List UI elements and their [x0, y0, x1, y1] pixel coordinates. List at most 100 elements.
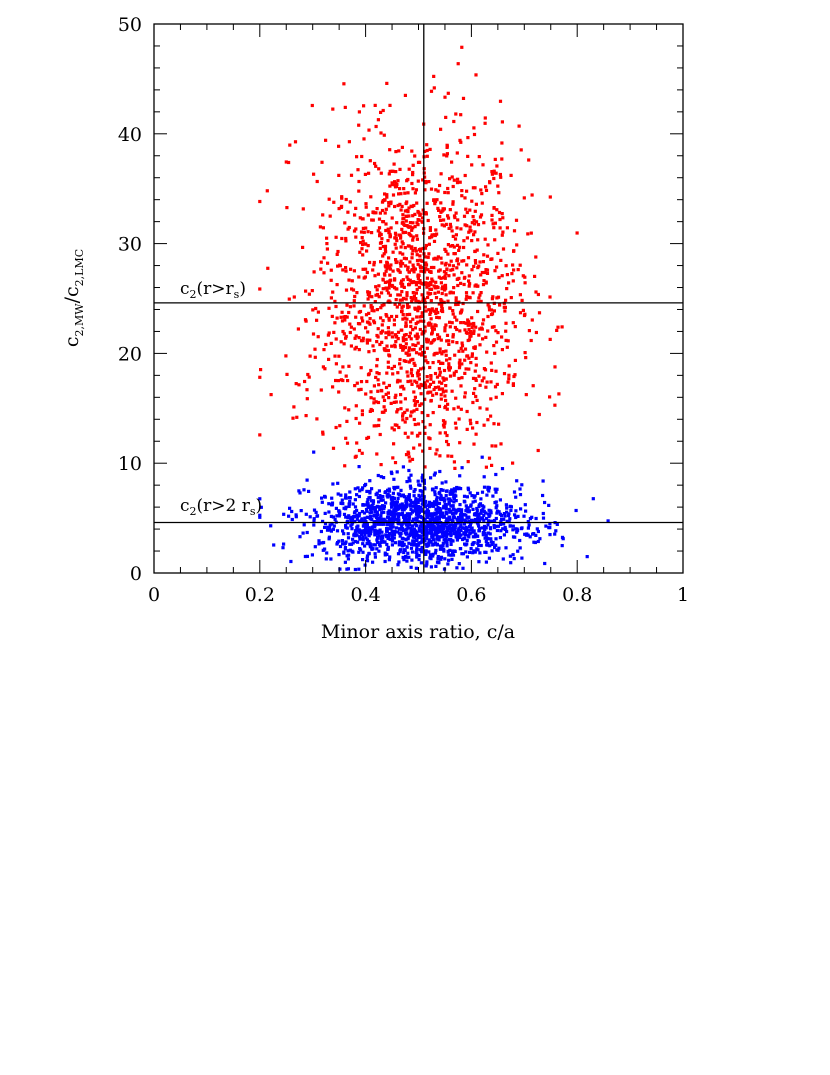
data-point — [357, 348, 361, 352]
data-point — [395, 470, 399, 474]
data-point — [455, 151, 459, 155]
data-point — [342, 551, 346, 555]
data-point — [348, 542, 352, 546]
data-point — [418, 431, 422, 435]
data-point — [395, 305, 399, 309]
data-point — [452, 252, 456, 256]
data-point — [500, 348, 504, 352]
data-point — [436, 255, 440, 259]
data-point — [412, 543, 416, 547]
data-point — [358, 421, 362, 425]
data-point — [454, 112, 458, 116]
data-point — [427, 550, 431, 554]
data-point — [495, 504, 499, 508]
data-point — [404, 257, 408, 261]
data-point — [465, 331, 469, 335]
data-point — [418, 514, 422, 518]
data-point — [377, 372, 381, 376]
data-point — [388, 232, 392, 237]
data-point — [437, 387, 441, 391]
data-point — [408, 459, 412, 463]
data-point — [548, 395, 552, 399]
data-point — [462, 321, 466, 325]
data-point — [367, 350, 371, 354]
data-point — [423, 381, 427, 385]
data-point — [486, 487, 490, 491]
data-point — [514, 515, 518, 520]
data-point — [457, 376, 461, 381]
data-point — [416, 515, 420, 519]
data-point — [423, 267, 427, 271]
data-point — [405, 520, 409, 524]
data-point — [304, 512, 308, 516]
data-point — [395, 410, 399, 414]
data-point — [258, 513, 262, 517]
data-point — [434, 548, 438, 552]
data-point — [327, 526, 332, 530]
data-point — [518, 487, 522, 491]
data-point — [413, 191, 417, 195]
data-point — [405, 291, 409, 295]
data-point — [348, 322, 352, 326]
data-point — [444, 398, 448, 403]
data-point — [382, 476, 386, 480]
data-point — [494, 524, 498, 528]
data-point — [363, 484, 367, 488]
data-point — [387, 520, 391, 524]
data-point — [465, 427, 469, 431]
data-point — [361, 239, 365, 243]
data-point — [327, 331, 331, 335]
data-point — [401, 540, 405, 544]
data-point — [352, 533, 356, 537]
data-point — [459, 113, 463, 117]
data-point — [483, 116, 487, 120]
data-point — [378, 342, 382, 347]
data-point — [462, 282, 466, 287]
data-point — [467, 535, 471, 539]
data-point — [407, 455, 411, 459]
data-point — [385, 193, 389, 197]
data-point — [462, 245, 466, 250]
data-point — [367, 321, 371, 325]
data-point — [411, 343, 415, 347]
data-point — [419, 367, 423, 371]
data-point — [491, 494, 495, 498]
data-point — [403, 191, 407, 195]
data-point — [408, 484, 412, 488]
data-point — [373, 161, 377, 166]
data-point — [399, 245, 403, 249]
data-point — [415, 533, 419, 537]
data-point — [359, 339, 364, 343]
data-point — [419, 498, 423, 502]
data-point — [360, 247, 364, 251]
data-point — [514, 218, 519, 222]
data-point — [435, 542, 439, 546]
data-point — [407, 353, 412, 357]
data-point — [362, 503, 366, 507]
data-point — [469, 527, 474, 531]
data-point — [400, 279, 404, 283]
data-point — [369, 515, 373, 519]
data-point — [391, 495, 395, 499]
data-point — [476, 541, 480, 545]
data-point — [316, 310, 320, 314]
data-point — [412, 490, 416, 494]
data-point — [307, 375, 311, 379]
data-point — [401, 213, 405, 217]
data-point — [534, 533, 538, 537]
data-point — [395, 500, 399, 504]
data-point — [508, 554, 512, 558]
data-point — [424, 282, 428, 286]
data-point — [536, 539, 540, 544]
data-point — [485, 407, 489, 411]
data-point — [478, 406, 482, 410]
data-point — [383, 490, 387, 494]
data-point — [378, 508, 382, 512]
data-point — [391, 536, 395, 540]
data-point — [397, 543, 401, 547]
data-point — [357, 388, 361, 392]
data-point — [462, 214, 467, 218]
data-point — [320, 496, 324, 500]
data-point — [435, 351, 439, 355]
